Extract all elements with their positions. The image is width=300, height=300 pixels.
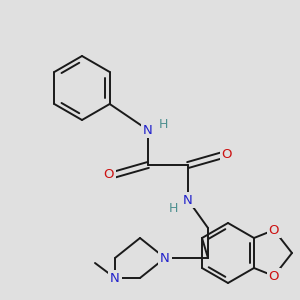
Text: N: N — [110, 272, 120, 284]
Text: O: O — [222, 148, 232, 161]
Text: H: H — [168, 202, 178, 214]
Text: N: N — [143, 124, 153, 136]
Text: O: O — [269, 224, 279, 236]
Text: H: H — [158, 118, 168, 131]
Text: N: N — [160, 251, 170, 265]
Text: O: O — [269, 269, 279, 283]
Text: O: O — [104, 169, 114, 182]
Text: N: N — [183, 194, 193, 206]
